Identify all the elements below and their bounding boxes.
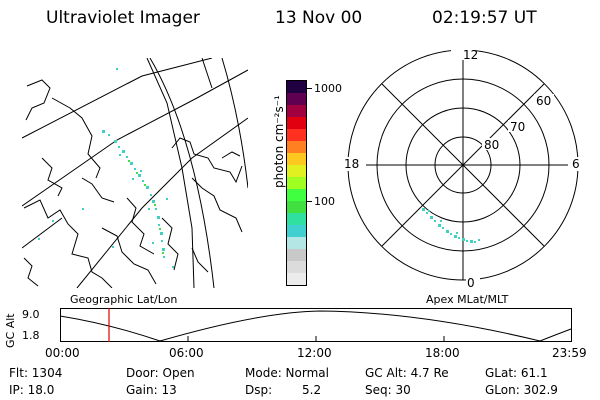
coastline <box>41 157 63 197</box>
earth-limb <box>149 58 215 288</box>
gc-alt-info: GC Alt: 4.7 Re <box>365 366 449 380</box>
dsp-info-label: Dsp: <box>245 383 273 397</box>
date-label: 13 Nov 00 <box>275 8 363 28</box>
altitude-curve <box>60 310 572 342</box>
mlt-label-6: 6 <box>572 157 580 171</box>
glat-info: GLat: 61.1 <box>485 366 548 380</box>
altitude-tick-label: 1.8 <box>22 329 40 342</box>
altitude-x-label: 06:00 <box>169 346 204 360</box>
altitude-tick-label: 9.0 <box>22 308 40 321</box>
altitude-axis-label: GC Alt <box>4 313 17 348</box>
map-grid-line <box>146 58 195 288</box>
coastline <box>101 227 157 285</box>
colorbar-unit-label: photon cm⁻²s⁻¹ <box>272 95 286 188</box>
lat-label-80: 80 <box>484 138 499 152</box>
ip-info: IP: 18.0 <box>9 383 55 397</box>
coastline <box>191 177 243 233</box>
glon-info: GLon: 302.9 <box>485 383 558 397</box>
coastline <box>25 79 51 121</box>
coastline <box>126 197 155 255</box>
altitude-x-label: 12:00 <box>297 346 332 360</box>
colorbar-tick <box>306 88 312 89</box>
lat-label-70: 70 <box>510 120 525 134</box>
map-grid-line <box>201 58 213 89</box>
mode-info: Mode: Normal <box>245 366 329 380</box>
coastline <box>161 217 179 271</box>
polar-meridian <box>381 83 545 247</box>
geographic-map <box>22 58 248 288</box>
colorbar <box>286 80 307 286</box>
altitude-x-label: 18:00 <box>425 346 460 360</box>
coastline <box>171 137 243 184</box>
coastline <box>81 177 115 203</box>
time-label: 02:19:57 UT <box>432 8 537 28</box>
dsp-info-value: 5.2 <box>302 383 322 397</box>
map-grid-line <box>22 69 248 207</box>
coastline <box>51 97 101 179</box>
mlt-label-12: 12 <box>463 50 478 62</box>
map-grid-line <box>22 217 63 249</box>
map-grid-line <box>22 58 213 139</box>
map-grid-line <box>76 117 248 288</box>
polar-aurora-emission <box>422 208 480 243</box>
coastline <box>191 247 209 273</box>
colorbar-tick <box>306 201 312 202</box>
colorbar-tick-label: 1000 <box>314 82 342 95</box>
altitude-x-label: 23:59 <box>552 346 587 360</box>
apex-label: Apex MLat/MLT <box>426 293 509 306</box>
gain-info: Gain: 13 <box>126 383 177 397</box>
aurora-emission <box>38 68 174 268</box>
door-info: Door: Open <box>126 366 195 380</box>
seq-info: Seq: 30 <box>365 383 411 397</box>
altitude-x-label: 00:00 <box>45 346 80 360</box>
coastline <box>23 199 113 288</box>
coastline <box>221 151 241 159</box>
mlt-label-18: 18 <box>344 157 359 171</box>
colorbar-gradient <box>287 81 306 285</box>
instrument-title: Ultraviolet Imager <box>46 8 200 28</box>
altitude-plot <box>60 308 572 342</box>
lat-label-60: 60 <box>536 94 551 108</box>
flight-info: Flt: 1304 <box>9 366 63 380</box>
geographic-label: Geographic Lat/Lon <box>70 293 178 306</box>
coastline <box>23 257 39 287</box>
colorbar-tick-label: 100 <box>314 195 335 208</box>
polar-plot: 12 60 70 80 18 6 0 <box>342 50 582 290</box>
mlt-label-0: 0 <box>467 276 475 290</box>
earth-limb <box>221 58 248 189</box>
